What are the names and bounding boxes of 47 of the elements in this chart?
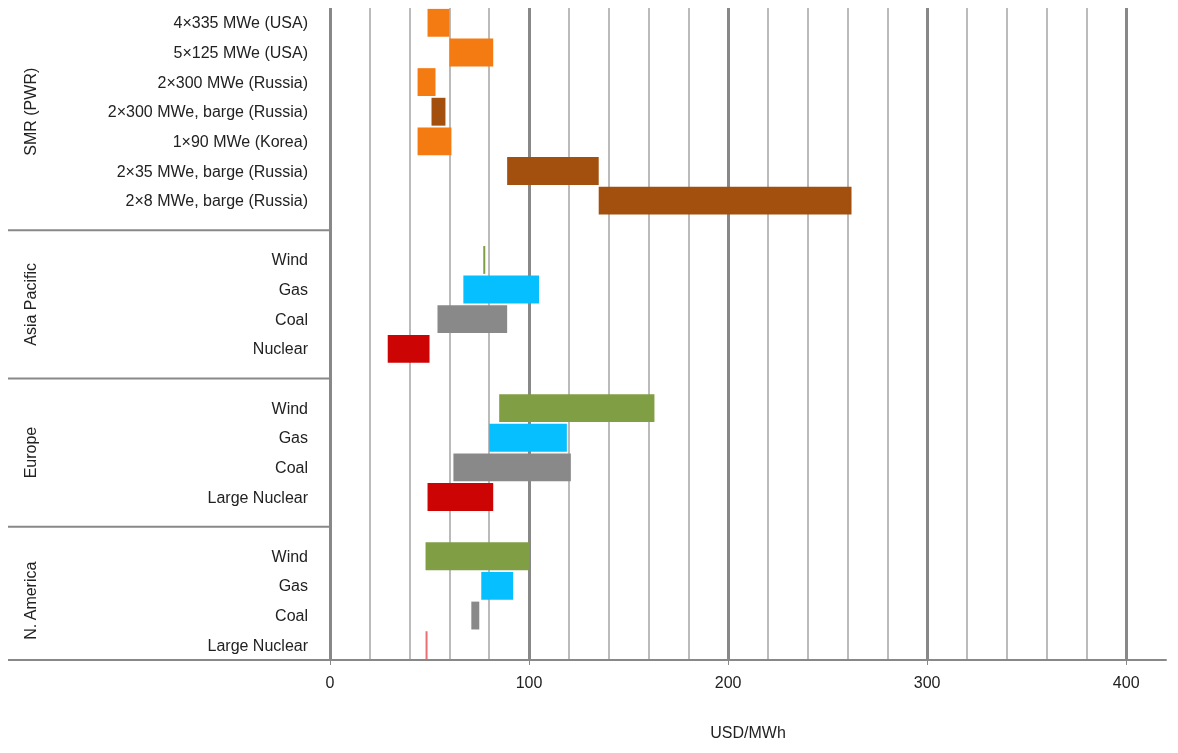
- y-tick-label: Gas: [278, 281, 308, 299]
- bar: [598, 186, 852, 215]
- x-tick-label: 100: [515, 673, 543, 691]
- y-tick-label: Large Nuclear: [207, 636, 309, 654]
- bar: [489, 423, 567, 452]
- x-tick-label: 0: [325, 673, 335, 691]
- text: SMR (PWR): [21, 67, 39, 156]
- y-tick-label: Coal: [275, 458, 308, 476]
- bar: [483, 245, 486, 274]
- y-tick-label: 2×8 MWe, barge (Russia): [125, 192, 308, 210]
- bar: [427, 8, 450, 37]
- bar: [437, 305, 508, 334]
- y-tick-label: Gas: [278, 577, 308, 595]
- y-tick-label: Coal: [275, 607, 308, 625]
- text: N. America: [21, 561, 39, 640]
- y-tick-label: 4×335 MWe (USA): [173, 14, 308, 32]
- bar: [425, 542, 530, 571]
- bar: [425, 631, 428, 660]
- y-tick-label: Nuclear: [252, 340, 309, 358]
- bar: [431, 97, 446, 126]
- bar: [449, 38, 494, 67]
- x-tick-label: 400: [1112, 673, 1140, 691]
- y-tick-label: 2×35 MWe, barge (Russia): [116, 162, 308, 180]
- bar: [507, 157, 599, 185]
- x-axis-title: USD/MWh: [710, 723, 786, 741]
- y-tick-label: 1×90 MWe (Korea): [172, 132, 308, 150]
- bar: [417, 68, 436, 97]
- y-tick-label: Wind: [271, 399, 308, 417]
- y-tick-label: 2×300 MWe (Russia): [157, 73, 308, 91]
- bar: [463, 275, 539, 304]
- y-tick-label: 5×125 MWe (USA): [173, 43, 308, 61]
- x-tick-label: 200: [714, 673, 742, 691]
- text: Asia Pacific: [21, 263, 39, 346]
- y-tick-label: Coal: [275, 310, 308, 328]
- y-tick-label: 2×300 MWe, barge (Russia): [107, 103, 308, 121]
- bar: [481, 571, 514, 600]
- y-tick-label: Wind: [271, 251, 308, 269]
- bar: [499, 394, 655, 423]
- text: Europe: [21, 426, 39, 479]
- bar: [387, 334, 430, 363]
- y-tick-label: Gas: [278, 429, 308, 447]
- y-tick-label: Large Nuclear: [207, 488, 309, 506]
- bar: [471, 601, 480, 630]
- bar: [427, 483, 494, 511]
- y-tick-label: Wind: [271, 547, 308, 565]
- x-tick-label: 300: [913, 673, 941, 691]
- bar: [417, 127, 452, 156]
